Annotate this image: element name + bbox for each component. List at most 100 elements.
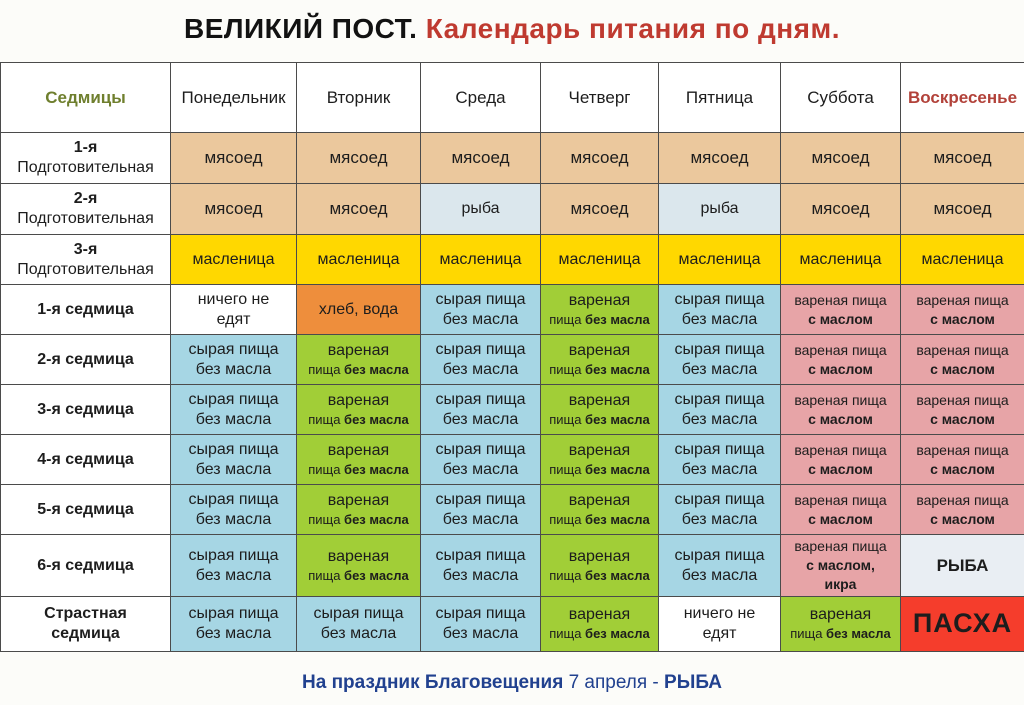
diet-cell-boiled: вареная пища без масла [540,434,659,485]
cell-text: вареная пища [794,441,887,458]
cell-text: Подготовительная [17,159,154,176]
cell-text: вареная [568,341,631,359]
diet-cell-raw: сырая пища без масла [658,334,781,385]
diet-cell-raw: сырая пища без масла [170,596,297,652]
diet-cell-maslenitsa: масленица [540,234,659,285]
cell-text: без масла [585,461,650,477]
cell-text: Подготовительная [17,260,154,278]
week-label: 1-я Подготовительная [0,132,171,184]
cell-text: пища [308,511,345,527]
cell-text: с маслом [930,310,995,327]
diet-cell-raw: сырая пища без масла [658,534,781,597]
cell-text: сырая пища [435,390,526,408]
cell-text: без масла [681,460,758,478]
week-label: 2-я Подготовительная [0,183,171,235]
table-row: 1-я Подготовительная мясоед мясоед мясоед мяс… [0,132,1024,184]
cell-text: сырая пища [674,290,765,308]
cell-text: масленица [317,250,400,268]
diet-cell-meat: мясоед [170,132,297,184]
cell-text: седмица [51,625,120,642]
cell-text: вареная [568,291,631,309]
cell-text: без масла [195,566,272,584]
cell-text: сырая пища [188,440,279,458]
cell-text: без масла [344,411,409,427]
cell-text: вареная [568,441,631,459]
cell-text: с маслом [930,510,995,527]
cell-text: мясоед [933,199,992,219]
cell-text: без масла [344,361,409,377]
cell-text: с маслом [930,360,995,377]
header-friday: Пятница [658,62,781,133]
cell-text: вареная [327,547,390,565]
diet-cell-none: ничего не едят [658,596,781,652]
cell-text: без масла [195,625,272,642]
cell-text: вареная пища [794,538,887,555]
diet-cell-raw: сырая пища без масла [420,284,541,335]
diet-cell-meat: мясоед [296,183,421,235]
diet-cell-meat: мясоед [900,132,1024,184]
cell-text: вареная [568,491,631,509]
cell-text: с маслом, [806,557,875,574]
diet-cell-maslenitsa: масленица [658,234,781,285]
diet-cell-raw: сырая пища без масла [420,334,541,385]
cell-text: хлеб, вода [318,300,399,318]
diet-cell-meat: мясоед [780,183,901,235]
page-title-main: ВЕЛИКИЙ ПОСТ. [183,13,418,44]
week-label: 3-я Подготовительная [0,234,171,285]
diet-cell-oil: вареная пища с маслом [900,334,1024,385]
header-tuesday: Вторник [296,62,421,133]
diet-cell-oil: вареная пища с маслом [780,384,901,435]
diet-cell-raw: сырая пища без масла [170,334,297,385]
diet-cell-raw: сырая пища без масла [170,534,297,597]
cell-text: без масла [442,410,519,428]
week-label: Страстная седмица [0,596,171,652]
footer-note-fish: РЫБА [664,672,722,693]
table-row: 3-я Подготовительная масленица масленица мас… [0,234,1024,285]
cell-text: мясоед [811,199,870,219]
diet-cell-boiled: вареная пища без масла [540,334,659,385]
diet-cell-raw: сырая пища без масла [658,484,781,535]
cell-text: сырая пища [188,605,279,622]
cell-text: пища [308,461,345,477]
diet-cell-boiled: вареная пища без масла [540,596,659,652]
cell-text: мясоед [811,148,870,168]
header-weeks: Седмицы [0,62,171,133]
table-row: 5-я седмица сырая пища без масла вареная пищ… [0,484,1024,535]
diet-cell-oil: вареная пища с маслом [780,434,901,485]
diet-cell-raw: сырая пища без масла [658,284,781,335]
header-monday: Понедельник [170,62,297,133]
cell-text: Страстная [44,605,127,622]
diet-cell-meat: мясоед [540,132,659,184]
cell-text: без масла [681,566,758,584]
header-thursday: Четверг [540,62,659,133]
cell-text: сырая пища [674,490,765,508]
cell-text: сырая пища [674,390,765,408]
diet-cell-maslenitsa: масленица [780,234,901,285]
cell-text: вареная [327,391,390,409]
cell-text: сырая пища [435,490,526,508]
cell-text: мясоед [451,148,510,168]
diet-cell-oil: вареная пища с маслом [780,484,901,535]
cell-text: сырая пища [435,340,526,358]
cell-text: мясоед [204,199,263,219]
cell-text: 3-я [73,240,98,258]
diet-cell-raw: сырая пища без масла [420,484,541,535]
diet-cell-meat: мясоед [170,183,297,235]
cell-text: сырая пища [188,390,279,408]
cell-text: вареная [568,606,631,624]
diet-cell-raw: сырая пища без масла [420,434,541,485]
cell-text: вареная [327,341,390,359]
cell-text: 2-я седмица [37,350,134,368]
diet-cell-raw: сырая пища без масла [170,434,297,485]
cell-text: мясоед [329,199,388,219]
cell-text: 6-я седмица [37,556,134,574]
cell-text: 5-я седмица [37,500,134,518]
week-label: 1-я седмица [0,284,171,335]
cell-text: вареная пища [794,391,887,408]
cell-text: с маслом [808,310,873,327]
cell-text: пища [549,511,586,527]
cell-text: ПАСХА [912,608,1013,639]
cell-text: сырая пища [435,546,526,564]
week-label: 2-я седмица [0,334,171,385]
table-row: 6-я седмица сырая пища без масла вареная пищ… [0,534,1024,597]
